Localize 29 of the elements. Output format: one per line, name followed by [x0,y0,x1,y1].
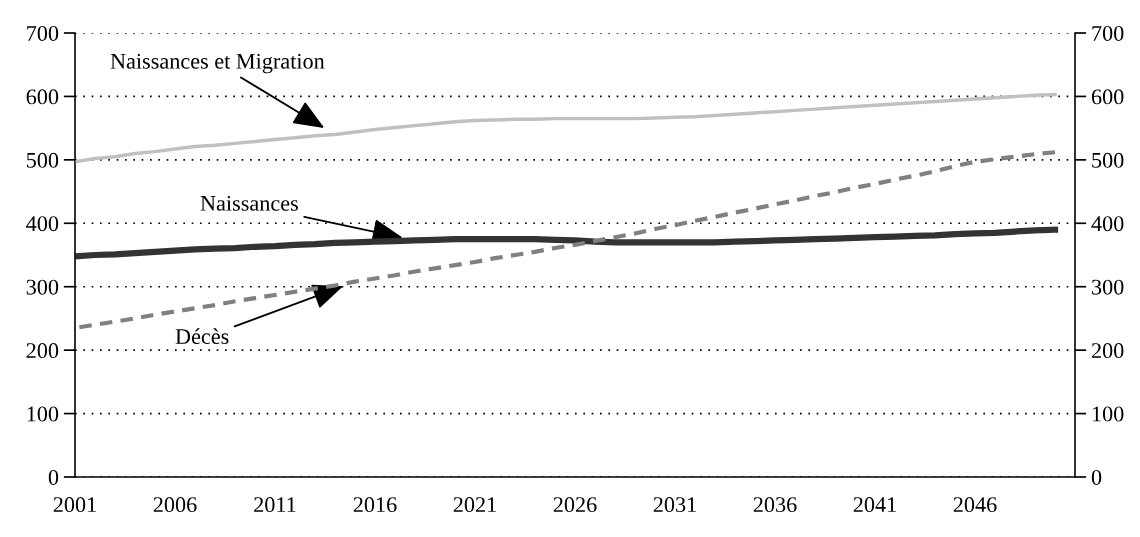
x-tick-label: 2016 [353,497,397,513]
text: Naissances et Migration [110,53,325,74]
y2-tick-label: 500 [1092,152,1124,168]
y-tick-label: 0 [48,469,59,485]
series-label: Naissances [200,195,298,211]
series-label: Décès [175,328,229,345]
x-tick-label: 2036 [753,497,797,513]
x-tick-label: 2026 [553,497,597,513]
y-tick-label: 200 [26,343,59,359]
y2-tick-label: 200 [1091,343,1124,359]
y-tick-label: 500 [26,152,59,168]
y-tick-label: 700 [27,25,59,41]
x-tick-label: 2021 [453,497,496,513]
y-tick-label: 400 [26,216,59,232]
y-tick-label: 300 [26,279,59,295]
y2-tick-label: 300 [1092,279,1124,295]
x-tick-label: 2046 [953,497,997,513]
x-tick-label: 2001 [53,497,96,513]
y2-tick-label: 0 [1091,469,1102,485]
x-tick-label: 2011 [254,497,296,513]
y2-tick-label: 700 [1092,25,1124,41]
y2-tick-label: 400 [1091,216,1124,232]
x-tick-label: 2041 [853,497,896,513]
y-tick-label: 100 [27,406,59,422]
y2-tick-label: 100 [1092,406,1124,422]
x-tick-label: 2031 [653,497,696,513]
y-tick-label: 600 [26,89,59,105]
y2-tick-label: 600 [1091,89,1124,105]
x-tick-label: 2006 [153,497,197,513]
